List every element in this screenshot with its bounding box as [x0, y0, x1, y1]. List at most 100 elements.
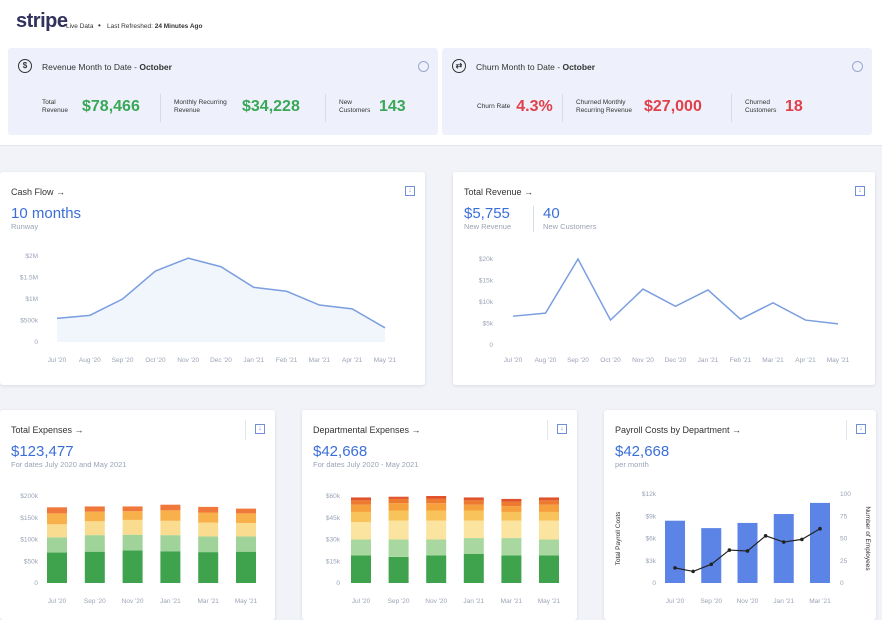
line-point: [745, 549, 750, 553]
bar-segment: [84, 551, 105, 583]
bar-segment: [463, 497, 484, 501]
chart-title[interactable]: Total Expenses →: [11, 425, 84, 435]
x-tick-label: Nov '20: [425, 598, 447, 605]
y2-axis-label: Number of Employees: [864, 506, 871, 571]
bar-segment: [47, 524, 67, 538]
metric-divider: [731, 94, 732, 122]
stat-value: $42,668: [615, 443, 670, 460]
refresh: Last Refreshed: 24 Minutes Ago: [107, 23, 203, 30]
line-point: [800, 537, 804, 542]
area-line: [56, 257, 386, 329]
bar-segment: [122, 511, 143, 520]
y-tick-label: $2M: [25, 253, 38, 260]
bar-segment: [539, 539, 559, 556]
y-tick-label: $500k: [20, 318, 38, 325]
bar-segment: [388, 520, 409, 540]
metric: Total Revenue $78,466: [42, 98, 140, 116]
bar-segment: [84, 535, 105, 552]
line-point: [763, 534, 768, 538]
chart-title[interactable]: Payroll Costs by Department →: [615, 425, 742, 435]
metric-label: Monthly Recurring Revenue: [174, 99, 227, 114]
x-tick-label: Apr '21: [342, 357, 363, 364]
y-tick-label: $1M: [25, 296, 38, 303]
stat-label: per month: [615, 460, 649, 469]
chart-title[interactable]: Cash Flow →: [11, 187, 66, 197]
metric-label: Total Revenue: [42, 99, 69, 114]
x-tick-label: Jan '21: [463, 598, 484, 605]
y-tick-label: 100: [840, 491, 851, 498]
y-tick-label: 50: [840, 536, 848, 543]
x-tick-label: Aug '20: [79, 357, 101, 364]
bar-segment: [539, 520, 559, 540]
bar-segment: [160, 520, 181, 536]
y-tick-label: $60k: [326, 493, 341, 500]
bar-segment: [160, 535, 181, 552]
info-icon[interactable]: [852, 61, 863, 72]
chart-card: Payroll Costs by Department → ↓ $42,668 per…: [604, 410, 876, 620]
y-tick-label: $3k: [646, 558, 657, 565]
x-tick-label: Mar '21: [309, 357, 331, 364]
stat-value: 40: [543, 205, 560, 222]
chart-title[interactable]: Departmental Expenses →: [313, 425, 421, 435]
line-point: [781, 540, 786, 544]
x-tick-label: Sep '20: [388, 598, 410, 605]
y-tick-label: 75: [840, 513, 848, 520]
metric-value: 18: [785, 98, 803, 115]
bar-segment: [198, 506, 219, 513]
stat-value: 10 months: [11, 205, 82, 222]
x-tick-label: Nov '20: [177, 357, 199, 364]
x-tick-label: Dec '20: [665, 357, 687, 364]
bar-segment: [351, 522, 371, 540]
bar-segment: [501, 506, 522, 512]
bar-segment: [236, 536, 256, 552]
bar-segment: [388, 539, 409, 557]
download-button[interactable]: ↓: [557, 424, 567, 434]
download-button[interactable]: ↓: [405, 186, 415, 196]
x-tick-label: Jan '21: [160, 598, 181, 605]
x-tick-label: Jan '21: [773, 598, 794, 605]
x-tick-label: Nov '20: [632, 357, 654, 364]
bar-segment: [198, 522, 219, 537]
bar-segment: [351, 539, 371, 556]
x-tick-label: Jul '20: [352, 598, 371, 605]
metric: Churned Customers 18: [745, 98, 803, 116]
metric-value: 143: [379, 98, 406, 115]
chart-title[interactable]: Total Revenue →: [464, 187, 534, 197]
metric-label: Churned Customers: [745, 99, 777, 114]
info-icon[interactable]: [418, 61, 429, 72]
bar-segment: [463, 510, 484, 521]
title-divider: [547, 420, 548, 440]
y-tick-label: $12k: [642, 491, 657, 498]
y-tick-label: 25: [840, 558, 848, 565]
status: Live Data: [66, 23, 94, 30]
y-tick-label: 0: [336, 580, 340, 587]
y-tick-label: $9k: [646, 513, 657, 520]
bar-segment: [47, 552, 67, 583]
x-tick-label: Apr '21: [795, 357, 816, 364]
chart-plot: 0 $15k $30k $45k $60k Jul '20 Sep '20 Nov '20 Ja…: [326, 493, 561, 605]
download-button[interactable]: ↓: [255, 424, 265, 434]
line: [674, 528, 821, 573]
x-tick-label: Dec '20: [210, 357, 232, 364]
y-tick-label: $5k: [483, 321, 494, 328]
metric-value: $34,228: [242, 98, 300, 115]
bar-segment: [539, 497, 559, 501]
stat: 10 months Runway: [11, 205, 81, 231]
bar-segment: [539, 504, 559, 512]
x-tick-label: Jul '20: [666, 598, 685, 605]
download-button[interactable]: ↓: [856, 424, 866, 434]
x-tick-label: May '21: [827, 357, 850, 364]
x-tick-label: May '21: [235, 598, 258, 605]
bar-segment: [501, 520, 522, 539]
area-fill: [57, 258, 385, 342]
x-tick-label: Jul '20: [48, 357, 67, 364]
download-button[interactable]: ↓: [855, 186, 865, 196]
summary-title-text: Churn Month to Date -: [476, 62, 563, 72]
bar-segment: [236, 513, 256, 523]
y-tick-label: $200k: [20, 493, 38, 500]
y-tick-label: 0: [840, 580, 844, 587]
y-tick-label: $150k: [20, 515, 38, 522]
bar-segment: [47, 537, 67, 553]
summary-title-text: Revenue Month to Date -: [42, 62, 140, 72]
